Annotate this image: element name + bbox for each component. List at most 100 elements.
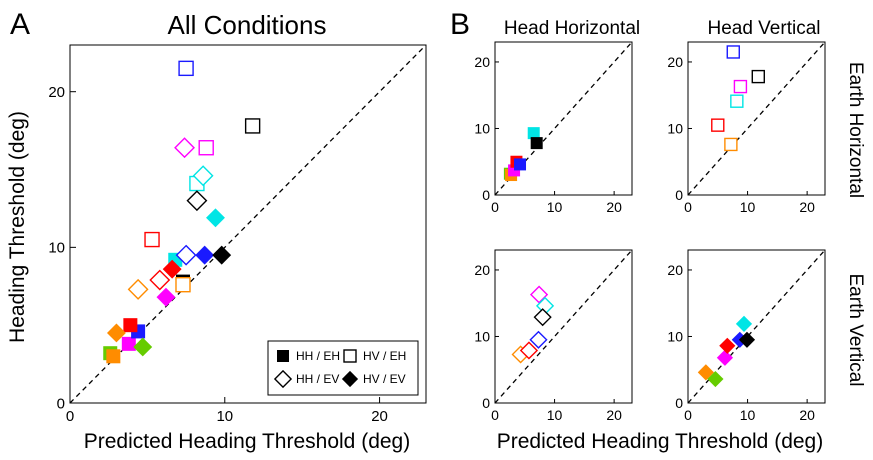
legend-marker-symbol — [343, 349, 357, 363]
x-tick-label: 10 — [740, 199, 756, 215]
data-point — [212, 245, 232, 265]
data-point — [144, 231, 160, 248]
y-tick-label: 10 — [667, 120, 683, 136]
data-point — [529, 330, 548, 349]
data-point — [162, 259, 182, 279]
data-point — [529, 285, 549, 304]
data-point — [106, 349, 121, 364]
legend-marker-hh-eh — [277, 350, 289, 362]
data-point — [195, 245, 215, 265]
x-tick-label: 10 — [216, 408, 233, 425]
x-tick-label: 10 — [547, 407, 563, 423]
data-point — [730, 94, 744, 108]
x-tick-label: 0 — [491, 407, 499, 423]
plot-hv-ev: 0 10 20 0 10 20 — [667, 249, 826, 423]
legend-box — [267, 340, 419, 396]
legend-label-hv-eh: HV / EH — [363, 349, 406, 363]
x-tick-label: 0 — [684, 199, 692, 215]
data-point — [178, 60, 194, 77]
y-tick-label: 0 — [482, 395, 490, 411]
y-tick-label: 10 — [474, 120, 490, 136]
legend-label-hh-ev: HH / EV — [296, 372, 339, 386]
legend: HH / EH HV / EH HH / EV HV / EV — [267, 340, 419, 396]
unity-line — [687, 249, 826, 404]
data-point — [711, 118, 725, 132]
y-tick-label: 20 — [667, 54, 683, 70]
x-tick-label: 20 — [371, 408, 388, 425]
y-tick-label: 0 — [482, 187, 490, 203]
x-tick-label: 10 — [547, 199, 563, 215]
data-point — [123, 318, 138, 333]
data-point — [733, 79, 748, 94]
plot-hh-ev: 0 10 20 0 10 20 — [474, 249, 633, 423]
data-point — [697, 364, 714, 381]
x-tick-label: 20 — [799, 199, 815, 215]
y-tick-label: 20 — [474, 262, 490, 278]
plot-frame — [69, 44, 427, 404]
x-tick-label: 0 — [684, 407, 692, 423]
unity-line — [687, 41, 826, 196]
legend-label-hv-ev: HV / EV — [363, 372, 406, 386]
data-point — [716, 349, 734, 366]
data-point — [724, 137, 738, 152]
row-label-earth-vertical: Earth Vertical — [845, 274, 866, 387]
legend-marker-hh-ev — [273, 369, 293, 389]
plot-frame — [687, 249, 826, 404]
x-tick-label: 10 — [740, 407, 756, 423]
y-tick-label: 0 — [675, 395, 683, 411]
data-point — [106, 323, 126, 343]
data-point — [527, 127, 540, 140]
data-point — [186, 190, 208, 212]
x-tick-label: 20 — [606, 407, 622, 423]
data-point — [707, 370, 724, 388]
data-point — [198, 140, 214, 156]
data-point — [175, 277, 191, 293]
data-point — [533, 308, 552, 327]
plot-hv-eh: 0 10 20 0 10 20 — [667, 41, 826, 215]
data-point — [121, 336, 136, 351]
data-point — [149, 269, 171, 291]
y-tick-label: 10 — [48, 240, 65, 257]
main-chart-title: All Conditions — [168, 10, 327, 40]
legend-marker-symbol — [277, 350, 289, 362]
col-title-head-vertical: Head Vertical — [707, 18, 820, 39]
unity-line — [494, 249, 633, 404]
plot-all-conditions: 0 10 20 0 10 20 — [48, 44, 427, 425]
y-tick-label: 20 — [48, 84, 65, 101]
y-tick-label: 10 — [474, 328, 490, 344]
y-tick-label: 20 — [667, 262, 683, 278]
x-tick-label: 0 — [66, 408, 74, 425]
main-y-axis-label: Heading Threshold (deg) — [6, 111, 29, 343]
plot-frame — [494, 249, 633, 404]
data-point — [156, 287, 176, 307]
data-point — [514, 158, 527, 171]
data-point — [719, 337, 736, 354]
data-point — [133, 337, 153, 357]
panel-label-b: B — [450, 8, 470, 41]
y-tick-label: 10 — [667, 328, 683, 344]
data-point — [244, 118, 261, 134]
legend-marker-hv-ev — [341, 370, 359, 388]
data-point — [174, 137, 195, 159]
data-point — [127, 278, 149, 300]
data-point — [519, 341, 539, 360]
legend-label-hh-eh: HH / EH — [296, 349, 340, 363]
col-title-head-horizontal: Head Horizontal — [504, 18, 640, 39]
data-point — [206, 208, 225, 228]
x-tick-label: 0 — [491, 199, 499, 215]
x-tick-label: 20 — [606, 199, 622, 215]
x-tick-label: 20 — [799, 407, 815, 423]
legend-marker-hv-eh — [343, 349, 357, 363]
unity-line — [494, 41, 633, 196]
row-label-earth-horizontal: Earth Horizontal — [845, 62, 866, 198]
plot-hh-eh: 0 10 20 0 10 20 — [474, 41, 633, 215]
y-tick-label: 20 — [474, 54, 490, 70]
data-point — [726, 45, 740, 59]
plot-frame — [687, 41, 826, 196]
panel-label-a: A — [10, 8, 30, 41]
plot-frame — [494, 41, 633, 196]
data-point — [192, 165, 214, 187]
legend-marker-symbol — [273, 369, 293, 389]
y-tick-label: 0 — [675, 187, 683, 203]
